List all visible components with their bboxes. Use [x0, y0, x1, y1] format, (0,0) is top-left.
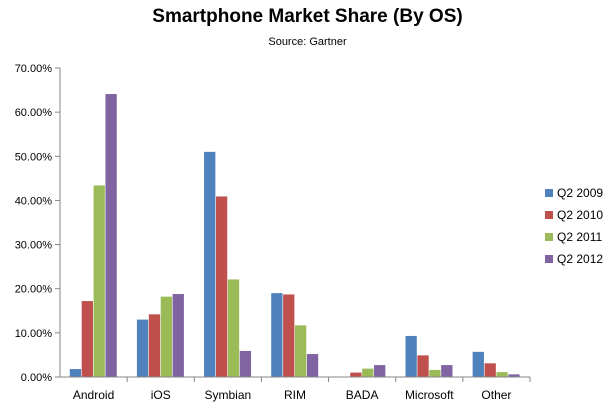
x-tick-label: iOS [151, 388, 171, 402]
legend: Q2 2009 Q2 2010 Q2 2011 Q2 2012 [545, 186, 603, 266]
x-tick-label: BADA [346, 388, 379, 402]
legend-label: Q2 2011 [557, 230, 602, 244]
bar-q2-2011-other [496, 372, 508, 377]
x-tick-label: Other [481, 388, 511, 402]
bar-q2-2012-other [508, 374, 520, 377]
bar-q2-2012-ios [172, 294, 184, 377]
bar-q2-2011-ios [160, 296, 173, 377]
legend-swatch [545, 189, 553, 197]
y-axis: 0.00% 10.00% 20.00% 30.00% 40.00% 50.00% 60.00… [15, 63, 61, 384]
bar-q2-2010-android [81, 301, 93, 377]
x-tick-label: Android [73, 388, 114, 402]
bar-q2-2009-ios [136, 319, 149, 377]
bar-q2-2010-symbian [215, 196, 228, 377]
bar-q2-2009-rim [271, 293, 283, 377]
bar-q2-2010-other [484, 363, 496, 377]
bar-q2-2011-bada [362, 368, 374, 377]
bar-q2-2011-android [93, 185, 105, 377]
y-tick-label: 0.00% [21, 372, 52, 384]
chart-title: Smartphone Market Share (By OS) [152, 6, 463, 27]
bar-q2-2011-microsoft [429, 369, 441, 377]
y-tick-label: 30.00% [15, 240, 53, 252]
bar-q2-2009-microsoft [405, 335, 417, 377]
x-axis: Android iOS Symbian RIM BADA Microsoft Other [60, 376, 531, 402]
bar-q2-2010-bada [350, 372, 362, 377]
x-tick-label: Symbian [205, 388, 252, 402]
bar-q2-2010-microsoft [417, 355, 429, 377]
y-tick-label: 70.00% [15, 63, 53, 75]
legend-swatch [545, 255, 553, 263]
chart-subtitle: Source: Gartner [268, 36, 347, 48]
y-tick-label: 40.00% [15, 195, 53, 207]
y-tick-label: 50.00% [15, 151, 53, 163]
legend-swatch [545, 233, 553, 241]
bar-q2-2011-symbian [227, 279, 240, 377]
bars [69, 94, 520, 378]
bar-q2-2012-microsoft [441, 365, 453, 377]
bar-q2-2012-symbian [239, 350, 252, 377]
legend-swatch [545, 211, 553, 219]
bar-q2-2012-bada [374, 365, 386, 377]
bar-q2-2010-rim [283, 294, 295, 377]
y-tick-label: 20.00% [15, 284, 53, 296]
bar-q2-2009-symbian [204, 151, 216, 377]
legend-label: Q2 2010 [557, 208, 603, 222]
y-tick-label: 10.00% [15, 328, 53, 340]
bar-q2-2012-rim [306, 354, 319, 377]
bar-q2-2009-other [472, 351, 484, 377]
legend-label: Q2 2012 [557, 252, 603, 266]
bar-q2-2011-rim [295, 325, 307, 377]
bar-q2-2012-android [105, 94, 117, 378]
y-tick-label: 60.00% [15, 107, 53, 119]
x-tick-label: RIM [284, 388, 306, 402]
bar-q2-2009-android [69, 369, 82, 377]
bar-q2-2010-ios [148, 314, 161, 377]
x-tick-label: Microsoft [405, 388, 454, 402]
legend-label: Q2 2009 [557, 186, 603, 200]
